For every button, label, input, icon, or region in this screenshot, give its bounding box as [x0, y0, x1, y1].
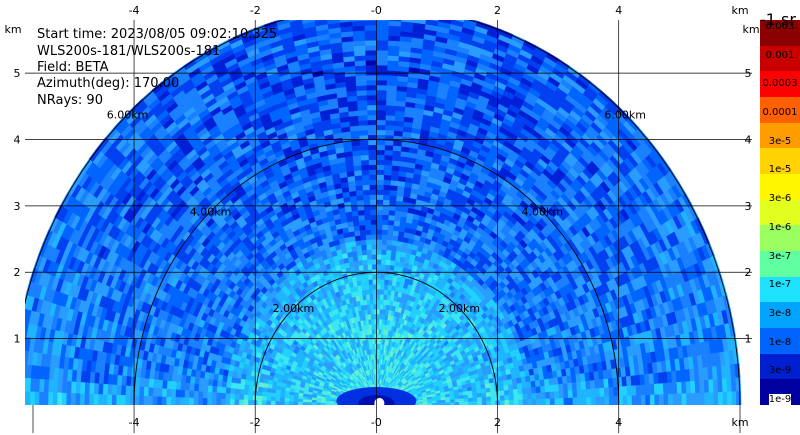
colorbar-tick-label: 3e-6: [768, 193, 792, 205]
colorbar-tick-label: 1e-8: [768, 336, 792, 348]
y-tick-label-right: 3: [745, 200, 752, 213]
y-tick-label-left: 3: [14, 200, 21, 213]
instrument-text: WLS200s-181/WLS200s-181: [37, 44, 221, 59]
colorbar-segment: [760, 199, 800, 226]
range-ring: [25, 20, 741, 405]
range-ring-label: 2.00km: [439, 302, 481, 315]
colorbar-tick-label: 0.0003: [762, 78, 798, 90]
start-time-text: Start time: 2023/08/05 09:02:10.325: [37, 27, 278, 42]
colorbar-segment: [760, 71, 800, 98]
x-tick-label-top: 2: [494, 4, 501, 17]
colorbar-segment: [760, 251, 800, 278]
range-ring-label: 6.00km: [107, 109, 149, 122]
x-tick-label-top: -0: [371, 4, 382, 17]
colorbar-segment: [760, 122, 800, 149]
colorbar-segment: [760, 225, 800, 252]
y-tick-label-right: 1: [745, 333, 752, 346]
azimuth-text: Azimuth(deg): 170.00: [37, 76, 180, 91]
field-text: Field: BETA: [37, 60, 109, 75]
colorbar-tick-label: 3e-8: [768, 307, 792, 319]
axis-unit-label: km: [4, 23, 21, 36]
colorbar-segment: [760, 328, 800, 355]
y-tick-label-right: 5: [745, 67, 752, 80]
colorbar-tick-label: 0.0001: [762, 107, 798, 119]
range-ring-label: 2.00km: [273, 302, 315, 315]
grid-lines: [25, 20, 752, 405]
colorbar-segment: [760, 276, 800, 303]
colorbar-tick-label: 1e-5: [768, 164, 792, 176]
colorbar-segment: [760, 45, 800, 72]
colorbar-tick-label: 3e-7: [768, 250, 792, 262]
colorbar-tick-label: 3e-5: [768, 135, 792, 147]
colorbar-segment: [760, 148, 800, 175]
colorbar-tick-label: 1e-7: [768, 279, 792, 291]
x-tick-label-top: -4: [129, 4, 140, 17]
range-ring: [254, 272, 498, 405]
range-ring-label: 4.00km: [521, 205, 563, 218]
nrays-text: NRays: 90: [37, 93, 103, 108]
range-rings: 2.00km 2.00km 4.00km 4.00km 6.00km 6.00km: [25, 20, 741, 405]
colorbar-segment: [760, 302, 800, 329]
range-ring-label: 6.00km: [604, 109, 646, 122]
colorbar: 0.003 0.001 0.0003 0.0001 3e-5 1e-5 3e-6 1e-6 3e…: [760, 20, 800, 406]
colorbar-tick-label: 3e-9: [768, 365, 792, 377]
y-tick-label-right: 2: [745, 266, 752, 279]
y-tick-label-left: 1: [14, 333, 21, 346]
colorbar-tick-label: 1e-6: [768, 221, 792, 233]
y-tick-label-right: 4: [745, 133, 752, 146]
colorbar-tick-label: 0.001: [765, 49, 795, 61]
y-tick-label-left: 4: [14, 133, 21, 146]
beta-field-heatmap: [25, 20, 742, 405]
x-tick-label-top: 4: [615, 4, 622, 17]
x-tick-label-top: -2: [250, 4, 261, 17]
y-tick-label-left: 5: [14, 67, 21, 80]
axis-unit-label: km: [742, 23, 759, 36]
range-ring: [133, 139, 620, 405]
colorbar-title: -1 sr: [760, 10, 796, 29]
colorbar-segment: [760, 174, 800, 201]
colorbar-tick-label: 0.003: [765, 21, 795, 32]
colorbar-segment: [760, 97, 800, 124]
colorbar-tick-label: 1e-9: [768, 394, 792, 405]
colorbar-segment: [760, 353, 800, 380]
y-tick-label-left: 2: [14, 266, 21, 279]
axis-unit-label: km: [731, 4, 748, 17]
colorbar-segment: [760, 20, 800, 47]
range-ring-label: 4.00km: [190, 205, 232, 218]
